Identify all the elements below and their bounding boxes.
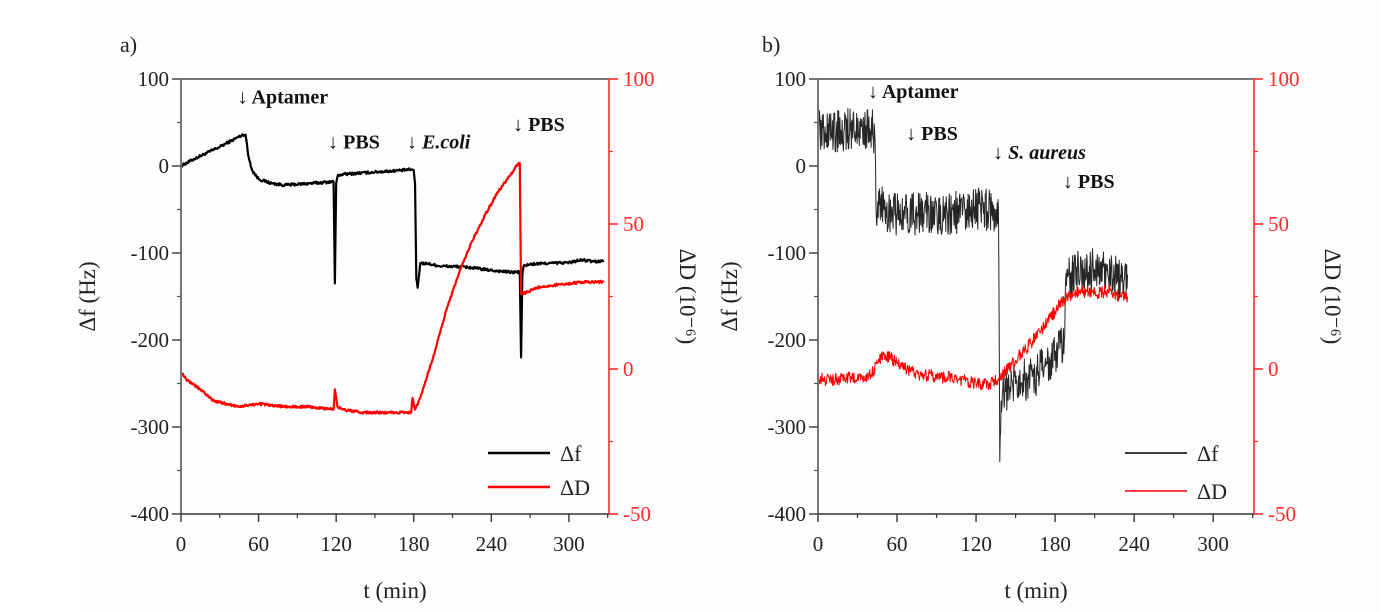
y-right-tick-label: 50: [1268, 212, 1289, 236]
x-tick-label: 300: [553, 532, 585, 556]
y-left-tick-label: 100: [138, 67, 170, 91]
y-left-tick-label: -200: [131, 328, 170, 352]
x-tick-label: 180: [1039, 532, 1071, 556]
annotation-text: ↓ Aptamer: [238, 86, 329, 108]
series-line-df: [817, 108, 1129, 463]
legend: Δf ΔD: [488, 441, 590, 500]
y-left-tick-label: 100: [775, 67, 807, 91]
x-tick-label: 0: [176, 532, 187, 556]
x-tick-label: 240: [1118, 532, 1150, 556]
y-left-tick-label: 0: [159, 154, 170, 178]
x-tick-label: 120: [320, 532, 352, 556]
y-left-axis-label: Δf (Hz): [75, 261, 100, 331]
panel-label: b): [762, 32, 780, 57]
y-right-tick-label: 100: [1268, 67, 1300, 91]
annotation-text: ↓ PBS: [328, 132, 380, 154]
x-axis-label: t (min): [363, 578, 426, 603]
annotation-italic-text: E.coli: [421, 132, 471, 154]
y-right-tick-label: 0: [623, 357, 634, 381]
legend-label-dD: ΔD: [1197, 479, 1227, 504]
annotation-label: ↓ Aptamer: [868, 81, 959, 103]
series-line-df: [180, 133, 605, 359]
y-right-axis-label: ΔD (10⁻⁶): [1320, 249, 1345, 345]
figure-background: [80, 0, 1380, 612]
annotation-label: ↓ PBS: [1063, 171, 1115, 193]
panel-label: a): [120, 32, 137, 57]
y-right-tick-label: 0: [1268, 357, 1279, 381]
x-tick-label: 0: [813, 532, 824, 556]
y-right-tick-label: 100: [623, 67, 655, 91]
x-tick-label: 60: [248, 532, 269, 556]
annotation-label: ↓ PBS: [328, 132, 380, 154]
y-right-axis-label: ΔD (10⁻⁶): [675, 249, 700, 345]
y-left-tick-label: -100: [768, 241, 807, 265]
x-tick-label: 120: [960, 532, 992, 556]
y-left-tick-label: -300: [768, 415, 807, 439]
y-left-tick-label: -200: [768, 328, 807, 352]
annotation-label: ↓ E.coli: [407, 132, 471, 154]
annotation-text: ↓ Aptamer: [868, 81, 959, 103]
annotation-label: ↓ PBS: [906, 123, 958, 145]
y-right-tick-label: 50: [623, 212, 644, 236]
annotation-italic-text: S. aureus: [1008, 142, 1086, 164]
x-tick-label: 300: [1197, 532, 1229, 556]
series-line-dD: [817, 284, 1129, 391]
y-left-tick-label: -100: [131, 241, 170, 265]
x-tick-label: 240: [476, 532, 508, 556]
annotation-text: ↓: [407, 132, 417, 154]
x-axis-label: t (min): [1004, 578, 1067, 603]
legend-label-df: Δf: [560, 441, 582, 466]
annotation-label: ↓ S. aureus: [993, 142, 1086, 164]
y-right-tick-label: -50: [1268, 502, 1296, 526]
y-left-tick-label: -400: [131, 502, 170, 526]
series-group: [179, 133, 605, 415]
y-left-axis-label: Δf (Hz): [717, 261, 742, 331]
annotation-text: ↓ PBS: [906, 123, 958, 145]
y-right-tick-label: -50: [623, 502, 651, 526]
legend: Δf ΔD: [1125, 441, 1227, 504]
legend-label-dD: ΔD: [560, 475, 590, 500]
y-left-tick-label: -300: [131, 415, 170, 439]
series-line-dD: [179, 162, 605, 415]
annotation-text: ↓ PBS: [1063, 171, 1115, 193]
y-left-tick-label: -400: [768, 502, 807, 526]
legend-label-df: Δf: [1197, 441, 1219, 466]
annotation-label: ↓ PBS: [513, 114, 565, 136]
annotation-text: ↓ PBS: [513, 114, 565, 136]
x-tick-label: 180: [398, 532, 430, 556]
annotation-label: ↓ Aptamer: [238, 86, 329, 108]
series-group: [817, 108, 1129, 463]
x-tick-label: 60: [887, 532, 908, 556]
y-left-tick-label: 0: [796, 154, 807, 178]
annotation-text: ↓: [993, 142, 1003, 164]
